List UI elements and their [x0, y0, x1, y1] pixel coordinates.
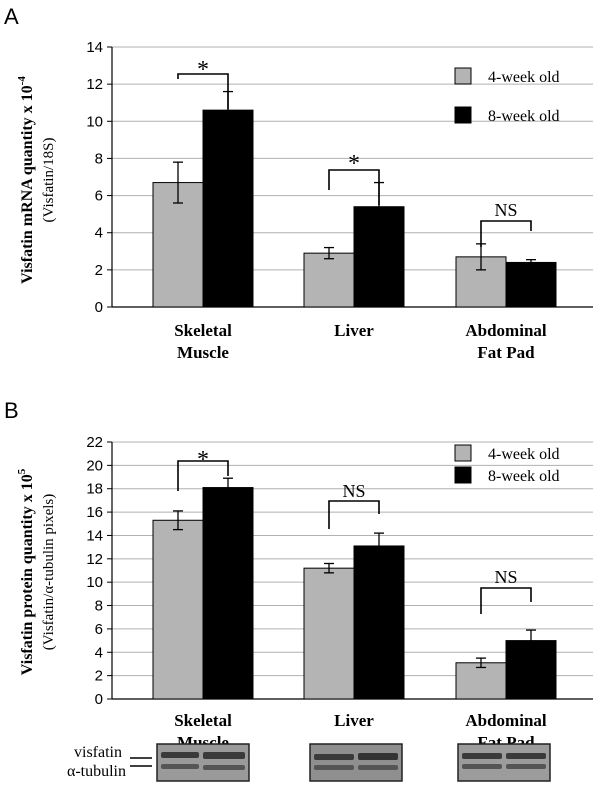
panel-a-y-tick-label: 12	[86, 76, 103, 93]
panel-b-significance-bracket	[177, 460, 229, 491]
panel-a-significance-bracket	[328, 169, 380, 205]
panel-b-category-label: Abdominal	[465, 711, 547, 730]
panel-a-y-tick-label: 14	[86, 39, 103, 56]
western-blot-strip: visfatin α-tubulin	[67, 743, 551, 782]
panel-a-category-label: Muscle	[177, 343, 229, 362]
panel-b-significance-label: *	[197, 447, 209, 473]
blot-label-visfatin: visfatin	[74, 744, 122, 761]
panel-a-legend-label: 4-week old	[488, 69, 560, 86]
panel-a-significance-label: *	[197, 57, 209, 83]
panel-b-legend-swatch	[454, 466, 472, 484]
panel-a-bar	[505, 261, 557, 308]
panel-b-y-tick-label: 8	[95, 598, 103, 615]
blot-image-skeletal-muscle	[156, 743, 250, 782]
panel-b: B Visfatin protein quantity x 105 (Visfa…	[4, 398, 593, 752]
panel-b-y-tick-label: 0	[95, 691, 103, 708]
panel-b-category-label: Liver	[334, 711, 374, 730]
panel-a-bar	[303, 252, 355, 308]
panel-a-significance-bracket	[177, 73, 229, 109]
panel-b-y-axis-sublabel: (Visfatin/α-tubulin pixels)	[41, 494, 57, 651]
panel-b-legend-swatch	[454, 444, 472, 462]
panel-b-y-tick-label: 6	[95, 621, 103, 638]
panel-a-category-label: Liver	[334, 321, 374, 340]
panel-b-bar	[202, 487, 254, 700]
panel-b-legend-label: 8-week old	[488, 468, 560, 485]
panel-a-y-axis-label: Visfatin mRNA quantity x 10-4	[16, 76, 36, 284]
panel-a-y-tick-label: 4	[95, 225, 103, 242]
panel-b-y-tick-label: 2	[95, 668, 103, 685]
panel-a-legend-swatch	[454, 67, 472, 85]
panel-a-y-tick-label: 2	[95, 262, 103, 279]
panel-b-significance-label: NS	[494, 567, 517, 587]
panel-b-y-tick-label: 12	[86, 551, 103, 568]
blot-image-liver	[309, 743, 403, 782]
panel-b-y-tick-label: 10	[86, 574, 103, 591]
panel-a-legend-swatch	[454, 106, 472, 124]
panel-b-category-label: Skeletal	[174, 711, 232, 730]
panel-b-significance-bracket	[480, 587, 532, 614]
blot-image-abdominal-fat-pad	[457, 743, 551, 782]
panel-a-y-tick-label: 0	[95, 299, 103, 316]
panel-b-significance-bracket	[328, 500, 380, 529]
panel-b-y-axis-label: Visfatin protein quantity x 105	[16, 468, 36, 675]
blot-label-alpha-tubulin: α-tubulin	[67, 763, 126, 780]
panel-b-y-tick-label: 14	[86, 527, 103, 544]
panel-b-significance-label: NS	[342, 481, 365, 501]
panel-a-y-tick-label: 8	[95, 150, 103, 167]
panel-a-category-label: Fat Pad	[477, 343, 535, 362]
panel-b-bar	[152, 519, 204, 700]
panel-b-bar	[353, 545, 405, 700]
panel-b-y-tick-label: 22	[86, 434, 103, 451]
panel-b-bar	[303, 567, 355, 700]
panel-a: A Visfatin mRNA quantity x 10-4 (Visfati…	[4, 4, 593, 362]
panel-b-y-tick-label: 16	[86, 504, 103, 521]
panel-a-letter: A	[4, 4, 19, 29]
panel-a-significance-label: *	[348, 151, 360, 177]
panel-b-y-tick-label: 4	[95, 644, 103, 661]
panel-b-y-tick-label: 20	[86, 457, 103, 474]
panel-b-legend-label: 4-week old	[488, 446, 560, 463]
panel-a-category-label: Abdominal	[465, 321, 547, 340]
panel-b-y-tick-label: 18	[86, 481, 103, 498]
panel-a-category-label: Skeletal	[174, 321, 232, 340]
panel-a-significance-label: NS	[494, 200, 517, 220]
panel-b-letter: B	[4, 398, 19, 423]
panel-b-bar	[455, 662, 507, 700]
panel-a-legend-label: 8-week old	[488, 108, 560, 125]
panel-a-significance-bracket	[480, 220, 532, 247]
panel-a-y-tick-label: 10	[86, 113, 103, 130]
panel-a-y-tick-label: 6	[95, 188, 103, 205]
panel-a-y-axis-sublabel: (Visfatin/18S)	[41, 138, 57, 223]
panel-a-bar	[202, 109, 254, 308]
